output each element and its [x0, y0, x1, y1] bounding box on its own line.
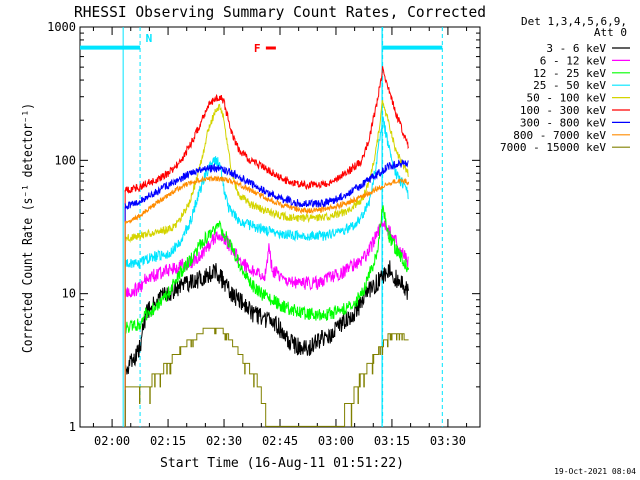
- legend-entry-label: 6 - 12 keV: [540, 54, 607, 67]
- series-line-7: [124, 174, 410, 225]
- legend-header: Att 0: [594, 26, 627, 39]
- series-line-2: [124, 205, 410, 334]
- legend-entry-label: 3 - 6 keV: [546, 42, 606, 55]
- y-tick-label: 10: [62, 287, 76, 301]
- annotation-n: N: [146, 32, 153, 45]
- legend-entry-label: 300 - 800 keV: [520, 116, 606, 129]
- x-tick-label: 03:30: [430, 434, 466, 448]
- x-tick-label: 02:45: [262, 434, 298, 448]
- series-line-3: [124, 116, 409, 270]
- x-tick-label: 02:30: [206, 434, 242, 448]
- timestamp-label: 19-Oct-2021 08:04: [554, 467, 636, 476]
- series-line-8: [125, 327, 409, 427]
- y-tick-label: 100: [54, 153, 76, 167]
- chart-title: RHESSI Observing Summary Count Rates, Co…: [74, 3, 486, 21]
- series-line-6: [124, 159, 409, 211]
- x-tick-label: 02:15: [150, 434, 186, 448]
- legend-entry-label: 12 - 25 keV: [533, 67, 606, 80]
- y-tick-label: 1000: [47, 20, 76, 34]
- legend-entry-label: 50 - 100 keV: [527, 92, 607, 105]
- y-tick-label: 1: [69, 420, 76, 434]
- x-axis-label: Start Time (16-Aug-11 01:51:22): [160, 456, 404, 471]
- plot-area: 1 10 100 1000 02:00 02:15 02:30 02:45 03:00 03:15…: [47, 20, 481, 448]
- annotation-f: F: [254, 42, 261, 55]
- x-tick-label: 03:15: [374, 434, 410, 448]
- legend-entry-label: 100 - 300 keV: [520, 104, 606, 117]
- legend-entry-label: 7000 - 15000 keV: [500, 141, 606, 154]
- x-tick-label: 02:00: [94, 434, 130, 448]
- x-tick-label: 03:00: [318, 434, 354, 448]
- series-line-5: [124, 66, 410, 194]
- legend-entry-label: 800 - 7000 keV: [513, 129, 606, 142]
- legend-header: Det 1,3,4,5,6,9,: [521, 15, 627, 28]
- y-axis-label: Corrected Count Rate (s⁻¹ detector⁻¹): [21, 103, 36, 353]
- series-line-1: [124, 220, 409, 298]
- legend-entry-label: 25 - 50 keV: [533, 79, 606, 92]
